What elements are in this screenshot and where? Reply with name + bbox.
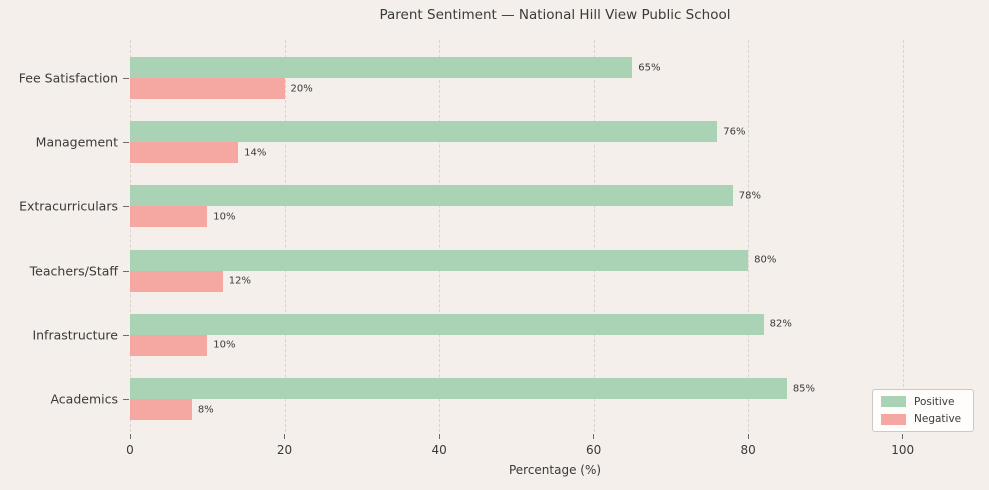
y-tick-mark [123, 270, 129, 272]
x-tick-mark [902, 434, 904, 439]
bar-negative [130, 270, 223, 292]
bar-positive [130, 57, 633, 78]
bar-negative [130, 78, 285, 99]
x-tick-label: 60 [585, 443, 602, 457]
x-tick-mark [129, 434, 131, 439]
bar-value-label: 12% [228, 275, 251, 287]
bar-value-label: 10% [213, 339, 236, 351]
bar-value-label: 10% [213, 211, 236, 223]
bar-negative [130, 142, 239, 164]
y-tick-label: Infrastructure [32, 327, 118, 343]
bar-value-label: 76% [723, 126, 746, 138]
gridline [439, 40, 441, 432]
y-tick-mark [123, 78, 129, 79]
x-tick-mark [747, 434, 749, 439]
x-tick-label: 20 [276, 443, 293, 457]
y-tick-mark [123, 142, 129, 144]
legend-swatch-negative [881, 413, 906, 425]
x-tick-mark [593, 434, 595, 439]
x-tick-label: 40 [431, 443, 447, 457]
y-tick-mark [123, 206, 129, 208]
gridline [130, 40, 131, 432]
x-tick-mark [438, 434, 440, 439]
bar-negative [130, 206, 208, 228]
x-tick-mark [284, 434, 286, 439]
legend: Positive Negative [872, 389, 974, 432]
y-tick-label: Teachers/Staff [29, 263, 118, 279]
x-axis-label: Percentage (%) [508, 463, 602, 477]
y-tick-label: Management [35, 134, 118, 150]
gridline [748, 40, 750, 432]
legend-item-positive: Positive [881, 396, 965, 408]
bar-negative [130, 399, 192, 420]
chart-title: Parent Sentiment — National Hill View Pu… [379, 7, 731, 23]
legend-label: Negative [914, 413, 962, 426]
gridline [284, 40, 286, 432]
bar-positive [130, 249, 749, 271]
bar-negative [130, 334, 208, 356]
bar-value-label: 8% [197, 404, 214, 415]
bar-positive [130, 121, 718, 143]
bar-positive [130, 313, 764, 335]
gridline [902, 40, 904, 432]
bar-value-label: 85% [792, 383, 816, 394]
bar-value-label: 20% [290, 83, 313, 94]
bar-positive [130, 185, 733, 207]
gridline [593, 40, 595, 432]
y-tick-label: Academics [50, 391, 118, 407]
plot-area: 65% 20% 76% 14% 78% 10% 80% 12% 82% 10% 85% 8% [130, 40, 980, 432]
y-tick-label: Extracurriculars [19, 198, 118, 214]
y-tick-mark [123, 399, 129, 400]
y-tick-label: Fee Satisfaction [18, 70, 118, 86]
bar-value-label: 78% [738, 190, 761, 202]
bar-positive [130, 378, 787, 399]
y-tick-mark [123, 334, 129, 336]
bar-value-label: 65% [638, 62, 661, 73]
legend-item-negative: Negative [881, 413, 965, 425]
x-tick-label: 0 [126, 443, 134, 457]
x-tick-label: 100 [891, 443, 915, 457]
x-tick-label: 80 [740, 443, 756, 457]
bar-value-label: 82% [769, 318, 792, 330]
legend-label: Positive [914, 395, 955, 408]
bar-value-label: 14% [244, 147, 267, 159]
legend-swatch-positive [881, 396, 906, 408]
bar-value-label: 80% [754, 254, 777, 266]
